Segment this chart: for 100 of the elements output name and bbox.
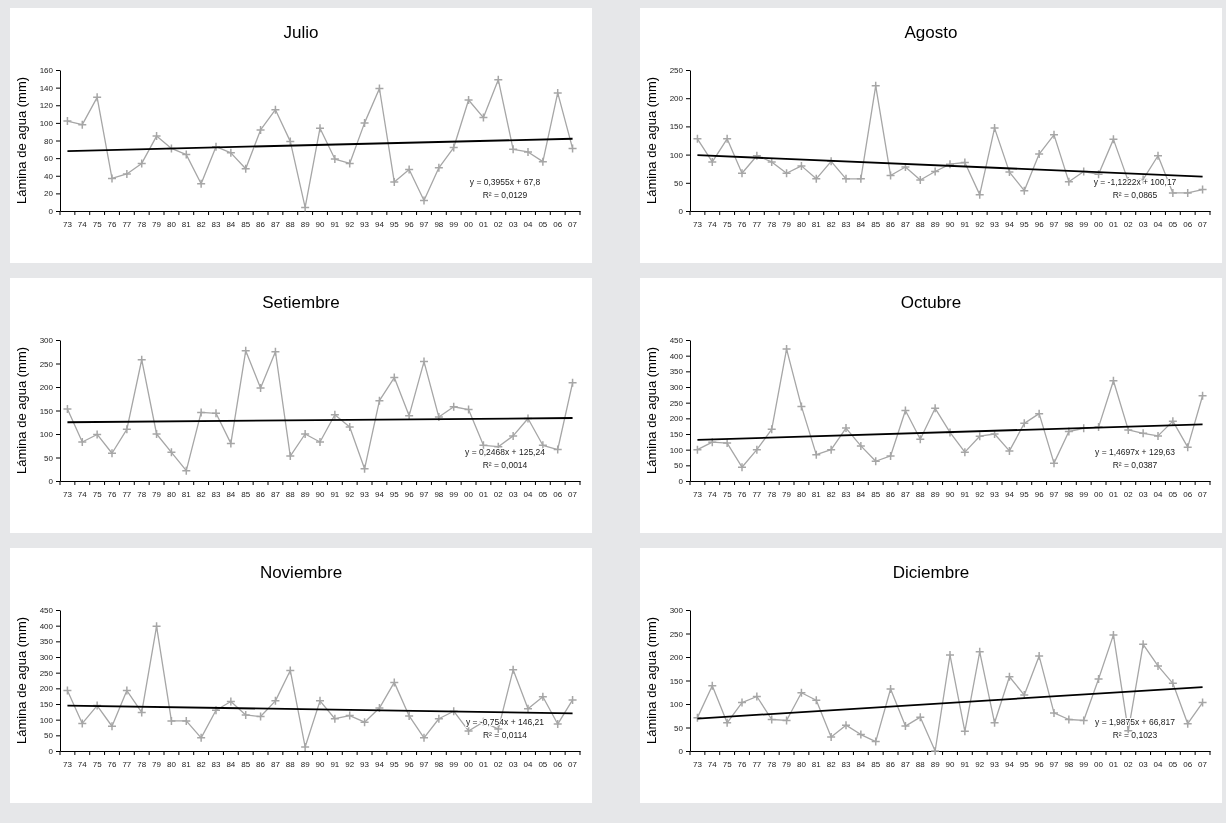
x-tick-label: 03 bbox=[508, 489, 519, 499]
x-tick-label: 87 bbox=[900, 489, 911, 499]
x-tick-label: 74 bbox=[707, 489, 718, 499]
x-tick-label: 81 bbox=[811, 219, 822, 229]
x-tick-label: 78 bbox=[767, 219, 777, 229]
x-tick-label: 93 bbox=[990, 489, 1000, 499]
x-tick-label: 98 bbox=[1064, 489, 1074, 499]
y-tick-label: 50 bbox=[44, 453, 54, 463]
x-tick-label: 85 bbox=[871, 219, 881, 229]
x-tick-label: 89 bbox=[930, 759, 941, 769]
x-tick-label: 88 bbox=[285, 759, 296, 769]
x-tick-label: 74 bbox=[707, 759, 718, 769]
y-tick-label: 200 bbox=[39, 383, 54, 393]
x-tick-label: 04 bbox=[523, 759, 533, 769]
x-tick-label: 82 bbox=[826, 489, 837, 499]
x-tick-label: 94 bbox=[1004, 489, 1015, 499]
y-tick-label: 200 bbox=[669, 653, 684, 663]
x-tick-label: 89 bbox=[300, 489, 311, 499]
x-tick-label: 81 bbox=[181, 759, 192, 769]
x-tick-label: 87 bbox=[270, 759, 281, 769]
x-tick-label: 74 bbox=[77, 219, 88, 229]
y-tick-label: 0 bbox=[48, 477, 54, 487]
x-tick-label: 90 bbox=[315, 489, 325, 499]
x-tick-label: 97 bbox=[419, 489, 429, 499]
x-tick-label: 80 bbox=[796, 489, 807, 499]
y-tick-label: 60 bbox=[44, 154, 54, 164]
y-tick-label: 140 bbox=[39, 83, 54, 93]
x-tick-label: 95 bbox=[389, 759, 400, 769]
chart-title: Octubre bbox=[900, 293, 962, 312]
x-tick-label: 85 bbox=[871, 489, 881, 499]
x-tick-label: 04 bbox=[523, 489, 533, 499]
annotation: R² = 0,0114 bbox=[482, 730, 528, 740]
x-tick-label: 00 bbox=[1094, 759, 1104, 769]
x-tick-label: 80 bbox=[796, 759, 807, 769]
x-tick-label: 77 bbox=[752, 219, 762, 229]
x-tick-label: 93 bbox=[990, 219, 1000, 229]
x-tick-label: 75 bbox=[722, 489, 733, 499]
x-tick-label: 76 bbox=[737, 759, 747, 769]
x-tick-label: 73 bbox=[692, 759, 703, 769]
x-tick-label: 73 bbox=[692, 219, 703, 229]
y-tick-label: 350 bbox=[39, 637, 54, 647]
x-tick-label: 98 bbox=[434, 219, 444, 229]
x-tick-label: 91 bbox=[330, 759, 340, 769]
x-tick-label: 85 bbox=[241, 759, 251, 769]
x-tick-label: 81 bbox=[811, 489, 822, 499]
x-tick-label: 79 bbox=[782, 759, 792, 769]
x-tick-label: 73 bbox=[62, 759, 73, 769]
x-tick-label: 80 bbox=[166, 219, 177, 229]
x-tick-label: 78 bbox=[137, 759, 147, 769]
x-tick-label: 96 bbox=[404, 219, 415, 229]
x-tick-label: 92 bbox=[975, 219, 985, 229]
y-tick-label: 40 bbox=[44, 171, 54, 181]
x-tick-label: 86 bbox=[256, 759, 266, 769]
y-tick-label: 50 bbox=[44, 731, 54, 741]
x-tick-label: 74 bbox=[77, 759, 88, 769]
x-tick-label: 05 bbox=[1168, 759, 1178, 769]
x-tick-label: 04 bbox=[1153, 219, 1163, 229]
x-tick-label: 83 bbox=[211, 489, 221, 499]
y-tick-label: 0 bbox=[678, 747, 684, 757]
x-tick-label: 96 bbox=[1034, 489, 1045, 499]
x-tick-label: 86 bbox=[256, 219, 266, 229]
x-tick-label: 01 bbox=[1108, 489, 1119, 499]
x-tick-label: 05 bbox=[1168, 219, 1178, 229]
x-tick-label: 77 bbox=[752, 759, 762, 769]
x-tick-label: 00 bbox=[1094, 489, 1104, 499]
y-axis-title: Lámina de agua (mm) bbox=[14, 346, 29, 475]
y-tick-label: 0 bbox=[678, 477, 684, 487]
x-tick-label: 83 bbox=[841, 219, 851, 229]
x-tick-label: 90 bbox=[945, 759, 955, 769]
y-tick-label: 100 bbox=[669, 445, 684, 455]
x-tick-label: 01 bbox=[1108, 759, 1119, 769]
x-tick-label: 93 bbox=[360, 489, 370, 499]
x-tick-label: 84 bbox=[856, 759, 866, 769]
annotation: R² = 0,0014 bbox=[482, 460, 528, 470]
x-tick-label: 89 bbox=[930, 219, 941, 229]
x-tick-label: 84 bbox=[856, 489, 866, 499]
y-tick-label: 100 bbox=[39, 118, 54, 128]
y-tick-label: 300 bbox=[39, 653, 54, 663]
x-tick-label: 00 bbox=[1094, 219, 1104, 229]
x-tick-label: 91 bbox=[330, 219, 340, 229]
x-tick-label: 03 bbox=[1138, 759, 1149, 769]
x-tick-label: 76 bbox=[737, 219, 747, 229]
x-tick-label: 92 bbox=[345, 219, 355, 229]
y-tick-label: 200 bbox=[39, 684, 54, 694]
y-tick-label: 150 bbox=[39, 406, 54, 416]
x-tick-label: 06 bbox=[1183, 489, 1193, 499]
y-tick-label: 300 bbox=[669, 606, 684, 616]
x-tick-label: 88 bbox=[285, 219, 296, 229]
x-tick-label: 97 bbox=[1049, 489, 1059, 499]
x-tick-label: 78 bbox=[767, 759, 777, 769]
x-tick-label: 05 bbox=[538, 489, 548, 499]
x-tick-label: 91 bbox=[960, 489, 970, 499]
x-tick-label: 81 bbox=[811, 759, 822, 769]
x-tick-label: 98 bbox=[434, 489, 444, 499]
x-tick-label: 99 bbox=[449, 219, 459, 229]
y-tick-label: 300 bbox=[39, 336, 54, 346]
y-tick-label: 100 bbox=[39, 430, 54, 440]
x-tick-label: 84 bbox=[226, 489, 236, 499]
x-tick-label: 02 bbox=[1123, 489, 1134, 499]
x-tick-label: 75 bbox=[722, 219, 733, 229]
